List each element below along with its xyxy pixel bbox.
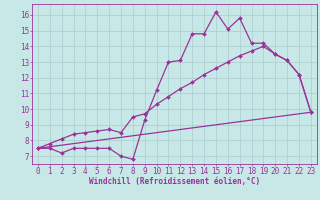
X-axis label: Windchill (Refroidissement éolien,°C): Windchill (Refroidissement éolien,°C) xyxy=(89,177,260,186)
